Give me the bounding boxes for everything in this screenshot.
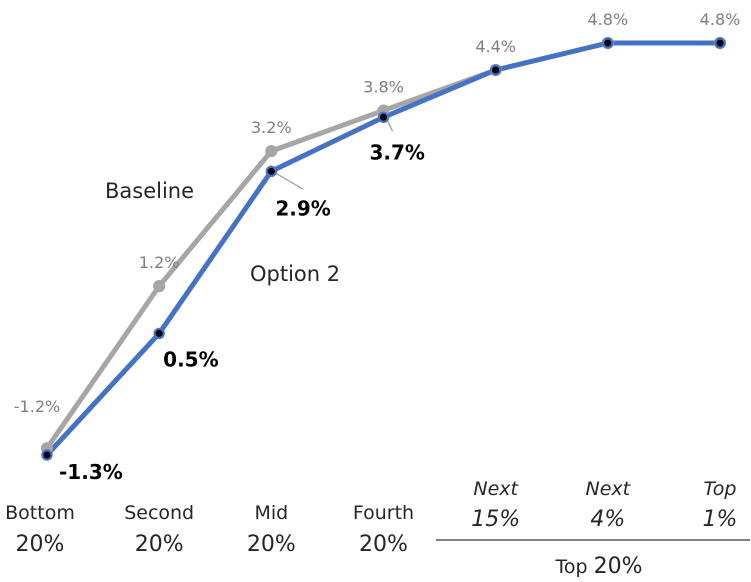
point-option-2-4 [489, 64, 502, 76]
data-label-option-2-2: 2.9% [275, 196, 330, 220]
x-tick-label-4-line1: Next [473, 478, 519, 500]
group-label-prefix: Top [555, 556, 588, 578]
x-tick-label-1-line1: Second [124, 502, 194, 524]
point-baseline-1 [153, 280, 166, 293]
leader-line-option-2-2 [273, 171, 304, 190]
x-tick-label-6-line1: Top [704, 478, 737, 500]
x-tick-label-0-line2: 20% [16, 532, 65, 557]
series-points [40, 36, 727, 461]
x-tick-label-5-line2: 4% [590, 507, 625, 532]
data-label-option-2-1: 0.5% [163, 347, 218, 371]
data-label-baseline-0: -1.2% [14, 397, 60, 416]
data-label-option-2-0: -1.3% [59, 460, 123, 484]
data-labels: -1.2% 1.2% 3.2% 3.8% 4.4% 4.8% 4.8% -1.3% 0.5% 2.… [14, 10, 741, 484]
x-tick-label-2-line1: Mid [254, 502, 288, 524]
group-label-top-20: Top 20% [555, 554, 643, 579]
point-option-2-3 [377, 111, 390, 123]
x-tick-label-2-line2: 20% [247, 532, 296, 557]
data-label-baseline-5: 4.8% [588, 10, 629, 29]
x-tick-label-1-line2: 20% [135, 532, 184, 557]
series-name-option-2: Option 2 [250, 262, 340, 286]
x-tick-label-0-line1: Bottom [5, 502, 75, 524]
x-tick-label-6-line2: 1% [703, 507, 738, 532]
data-label-baseline-6: 4.8% [700, 10, 741, 29]
series-name-baseline: Baseline [105, 179, 194, 203]
x-tick-label-3-line1: Fourth [353, 502, 414, 524]
data-label-baseline-4: 4.4% [475, 37, 516, 56]
x-axis: Bottom 20% Second 20% Mid 20% Fourth 20% Next 15%… [5, 478, 737, 557]
point-option-2-0 [41, 449, 53, 461]
data-label-option-2-3: 3.7% [370, 140, 425, 164]
group-label-value: 20% [594, 554, 643, 579]
point-option-2-1 [153, 327, 165, 340]
point-option-2-2 [265, 165, 278, 178]
data-label-baseline-2: 3.2% [251, 118, 292, 137]
x-tick-label-3-line2: 20% [359, 532, 408, 557]
x-tick-label-4-line2: 15% [471, 507, 520, 532]
x-tick-label-5-line1: Next [586, 478, 632, 500]
data-label-baseline-1: 1.2% [139, 253, 180, 272]
point-option-2-5 [602, 37, 614, 49]
point-option-2-6 [714, 37, 726, 49]
data-label-baseline-3: 3.8% [363, 78, 404, 97]
series-line-baseline [44, 40, 723, 451]
point-baseline-2 [265, 144, 278, 158]
